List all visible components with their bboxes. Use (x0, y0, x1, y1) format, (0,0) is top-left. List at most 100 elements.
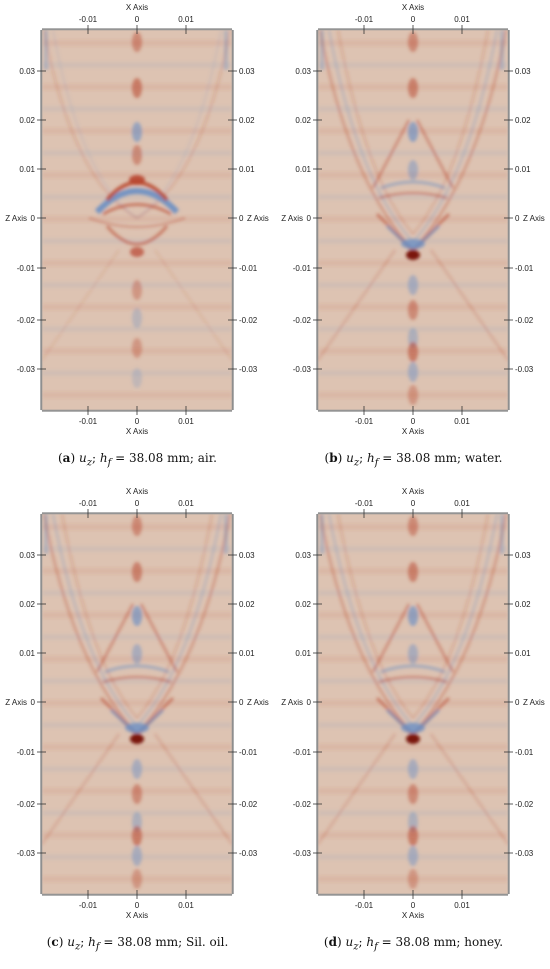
caption-param: h (99, 451, 108, 465)
z-tick-label-left: -0.01 (17, 748, 36, 757)
z-tick-label-left: 0.03 (19, 551, 35, 560)
x-tick-label-bottom: 0 (411, 417, 416, 426)
caption-variable: u (346, 451, 354, 465)
field-plot-d: -0.01 -0.01 0 0 0.01 0.01 X Axis X Axis 0.03 0.03… (281, 487, 545, 920)
z-tick-label-left: -0.02 (293, 316, 312, 325)
z-tick-label-right: -0.02 (239, 316, 258, 325)
field-plot-a: -0.01 -0.01 0 0 0.01 0.01 X Axis X Axis 0.03 0.03… (5, 3, 269, 436)
x-axis-title-bottom: X Axis (402, 427, 424, 436)
caption-variable-subscript: z (353, 941, 359, 953)
x-tick-label-bottom: 0.01 (454, 417, 470, 426)
z-axis-title-left: Z Axis (281, 698, 303, 707)
z-tick-label-left: -0.03 (17, 365, 36, 374)
caption-medium: Sil. oil. (186, 935, 229, 949)
z-tick-label-left: 0.01 (19, 649, 35, 658)
z-axis-title-left: Z Axis (281, 214, 303, 223)
caption-value: = 38.08 mm; (381, 935, 461, 949)
z-tick-label-left: -0.03 (293, 365, 312, 374)
x-tick-label-top: 0.01 (454, 499, 470, 508)
z-tick-label-left: -0.01 (293, 264, 312, 273)
x-axis-title-bottom: X Axis (402, 911, 424, 920)
x-axis-title-top: X Axis (126, 487, 148, 496)
z-tick-label-right: 0.03 (515, 551, 531, 560)
z-axis-title-right: Z Axis (247, 214, 269, 223)
caption-param: h (366, 935, 375, 949)
x-tick-label-top: 0 (411, 499, 416, 508)
z-tick-label-left: 0 (307, 214, 312, 223)
caption-param-subscript: f (374, 941, 378, 953)
z-tick-label-right: 0.03 (239, 67, 255, 76)
panel-caption: (a) uz; hf = 38.08 mm; air. (57, 451, 217, 469)
z-tick-label-right: 0.01 (239, 649, 255, 658)
z-tick-label-left: -0.03 (17, 849, 36, 858)
x-tick-label-bottom: -0.01 (79, 417, 98, 426)
z-tick-label-right: -0.03 (239, 849, 258, 858)
z-tick-label-right: 0 (239, 214, 244, 223)
z-tick-label-left: 0.02 (19, 116, 35, 125)
z-tick-label-right: -0.03 (515, 849, 534, 858)
caption-medium: air. (197, 451, 217, 465)
z-tick-label-right: 0.03 (239, 551, 255, 560)
z-tick-label-left: 0 (31, 698, 36, 707)
caption-param-subscript: f (95, 941, 100, 953)
caption-variable: u (78, 451, 87, 465)
x-tick-label-top: -0.01 (79, 499, 98, 508)
z-tick-label-right: -0.02 (515, 316, 534, 325)
x-tick-label-bottom: -0.01 (79, 901, 98, 910)
x-axis-title-top: X Axis (126, 3, 148, 12)
panel-caption: (d) uz; hf = 38.08 mm; honey. (323, 935, 504, 953)
z-tick-label-left: 0.02 (19, 600, 35, 609)
caption-variable-subscript: z (353, 457, 360, 469)
z-tick-label-left: 0.01 (295, 165, 311, 174)
z-tick-label-left: -0.03 (293, 849, 312, 858)
z-tick-label-right: 0.01 (515, 649, 531, 658)
field-plot-b: -0.01 -0.01 0 0 0.01 0.01 X Axis X Axis 0.03 0.03… (281, 3, 545, 436)
z-tick-label-left: 0.02 (295, 116, 311, 125)
x-tick-label-top: 0.01 (454, 15, 470, 24)
x-tick-label-bottom: 0 (135, 417, 140, 426)
caption-variable-subscript: z (86, 457, 92, 469)
panel-b: -0.01 -0.01 0 0 0.01 0.01 X Axis X Axis 0.03 0.03… (276, 0, 550, 484)
z-tick-label-right: 0 (239, 698, 244, 707)
x-tick-label-top: 0 (411, 15, 416, 24)
z-tick-label-right: 0.02 (239, 116, 255, 125)
caption-variable: u (345, 935, 354, 949)
z-tick-label-left: 0.01 (19, 165, 35, 174)
x-tick-label-bottom: -0.01 (355, 417, 374, 426)
caption-param-subscript: f (107, 457, 112, 469)
x-tick-label-top: -0.01 (79, 15, 98, 24)
caption-value: = 38.08 mm; (103, 935, 183, 949)
x-axis-title-bottom: X Axis (126, 427, 148, 436)
caption-label: a (62, 451, 71, 465)
z-tick-label-left: 0.01 (295, 649, 311, 658)
z-tick-label-right: -0.01 (239, 264, 258, 273)
z-tick-label-right: 0.02 (515, 600, 531, 609)
z-tick-label-left: 0.03 (19, 67, 35, 76)
x-tick-label-top: -0.01 (355, 15, 374, 24)
z-tick-label-left: -0.02 (293, 800, 312, 809)
x-tick-label-bottom: 0.01 (454, 901, 470, 910)
x-tick-label-top: 0.01 (178, 15, 194, 24)
z-tick-label-right: -0.01 (515, 264, 534, 273)
z-tick-label-left: -0.01 (293, 748, 312, 757)
z-tick-label-left: 0.02 (295, 600, 311, 609)
x-tick-label-bottom: 0 (135, 901, 140, 910)
caption-variable-subscript: z (74, 941, 81, 953)
caption-variable: u (67, 935, 75, 949)
caption-param: h (88, 935, 96, 949)
caption-value: = 38.08 mm; (115, 451, 194, 465)
z-axis-title-right: Z Axis (523, 698, 545, 707)
z-tick-label-right: -0.02 (515, 800, 534, 809)
x-axis-title-top: X Axis (402, 487, 424, 496)
panel-caption: (c) uz; hf = 38.08 mm; Sil. oil. (46, 935, 229, 953)
field-plot-c: -0.01 -0.01 0 0 0.01 0.01 X Axis X Axis 0.03 0.03… (5, 487, 269, 920)
x-axis-title-top: X Axis (402, 3, 424, 12)
z-axis-title-right: Z Axis (523, 214, 545, 223)
z-tick-label-left: 0 (31, 214, 36, 223)
z-tick-label-right: 0 (515, 214, 520, 223)
z-tick-label-right: 0.01 (515, 165, 531, 174)
panel-caption: (b) uz; hf = 38.08 mm; water. (324, 451, 503, 469)
x-tick-label-bottom: -0.01 (355, 901, 374, 910)
caption-param-subscript: f (374, 457, 379, 469)
x-tick-label-bottom: 0 (411, 901, 416, 910)
